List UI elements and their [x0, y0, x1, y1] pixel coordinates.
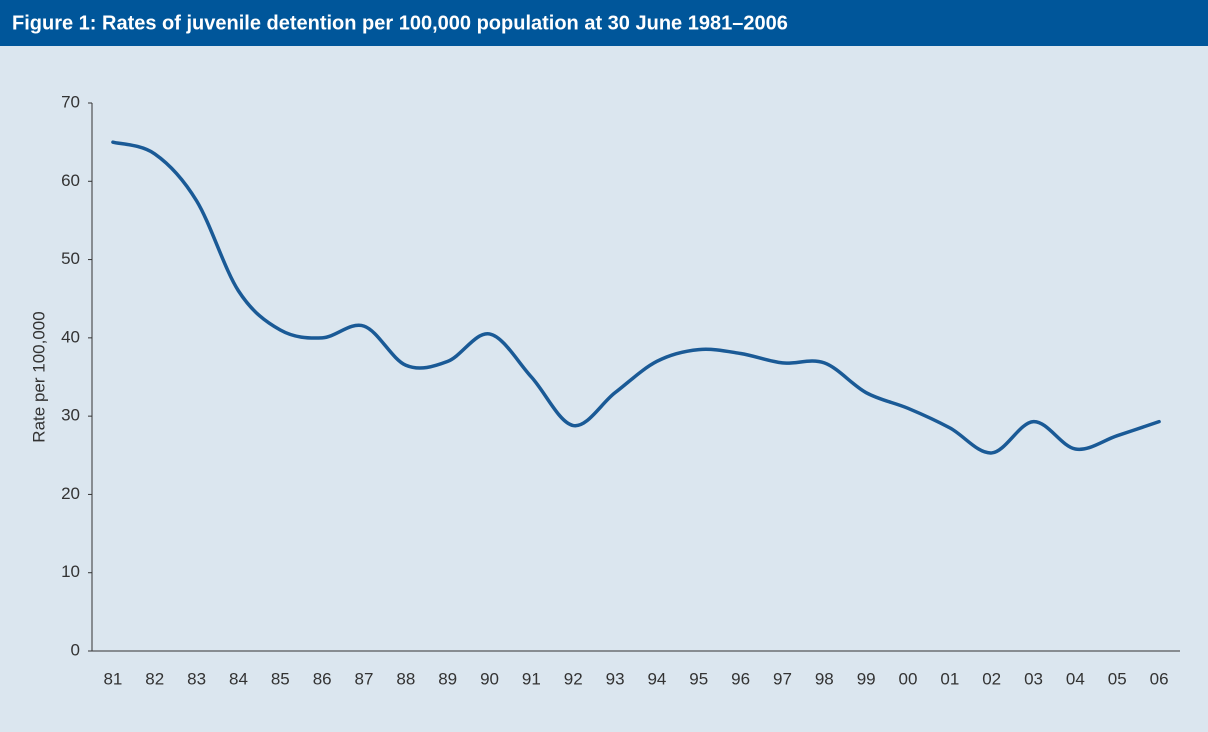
x-tick-label: 97 — [773, 669, 792, 688]
y-tick-label: 50 — [61, 249, 80, 268]
x-tick-label: 93 — [606, 669, 625, 688]
x-tick-label: 94 — [647, 669, 666, 688]
x-tick-label: 90 — [480, 669, 499, 688]
x-tick-label: 83 — [187, 669, 206, 688]
x-tick-label: 87 — [355, 669, 374, 688]
x-tick-label: 06 — [1150, 669, 1169, 688]
y-tick-label: 20 — [61, 484, 80, 503]
x-tick-label: 82 — [145, 669, 164, 688]
y-tick-label: 70 — [61, 92, 80, 111]
x-tick-label: 88 — [396, 669, 415, 688]
x-tick-label: 86 — [313, 669, 332, 688]
y-tick-label: 30 — [61, 406, 80, 425]
chart-title: Figure 1: Rates of juvenile detention pe… — [12, 12, 788, 34]
x-tick-label: 84 — [229, 669, 248, 688]
x-tick-label: 03 — [1024, 669, 1043, 688]
y-axis-label: Rate per 100,000 — [29, 311, 48, 442]
x-tick-label: 00 — [899, 669, 918, 688]
x-tick-label: 99 — [857, 669, 876, 688]
y-tick-label: 40 — [61, 327, 80, 346]
x-tick-label: 98 — [815, 669, 834, 688]
line — [111, 140, 1161, 455]
x-tick-label: 95 — [689, 669, 708, 688]
x-tick-label: 04 — [1066, 669, 1085, 688]
x-tick-label: 05 — [1108, 669, 1127, 688]
title-bar — [0, 0, 1208, 46]
x-tick-label: 92 — [564, 669, 583, 688]
x-tick-label: 89 — [438, 669, 457, 688]
x-tick-label: 85 — [271, 669, 290, 688]
y-tick-label: 60 — [61, 171, 80, 190]
y-tick-label: 0 — [71, 640, 80, 659]
x-tick-label: 91 — [522, 669, 541, 688]
x-tick-label: 02 — [982, 669, 1001, 688]
x-tick-label: 81 — [103, 669, 122, 688]
x-tick-label: 96 — [731, 669, 750, 688]
x-tick-label: 01 — [940, 669, 959, 688]
y-tick-label: 10 — [61, 562, 80, 581]
